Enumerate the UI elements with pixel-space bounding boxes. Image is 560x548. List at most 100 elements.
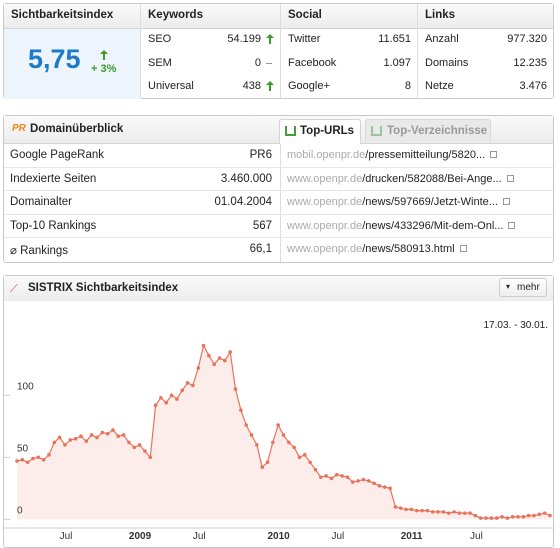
url[interactable]: www.openpr.de/news/597669/Jetzt-Winte... bbox=[287, 196, 510, 208]
row-label: Anzahl bbox=[425, 33, 459, 45]
summary-panel bbox=[3, 3, 554, 99]
point bbox=[89, 433, 94, 437]
point bbox=[223, 358, 227, 363]
button-label[interactable]: mehr bbox=[517, 282, 540, 293]
summary-header bbox=[4, 4, 553, 29]
point bbox=[143, 449, 147, 453]
point bbox=[217, 356, 222, 360]
more-button[interactable]: mehr bbox=[499, 278, 547, 297]
url-path: /news/580913.html bbox=[362, 243, 455, 255]
point bbox=[175, 397, 179, 401]
x-tick-label: Jul bbox=[470, 531, 483, 542]
point bbox=[63, 443, 67, 447]
row-value: 977.320 bbox=[507, 33, 547, 45]
point bbox=[276, 423, 280, 427]
tab[interactable] bbox=[365, 119, 491, 142]
point bbox=[292, 445, 296, 450]
point bbox=[153, 403, 158, 408]
point bbox=[249, 433, 254, 437]
arrow bbox=[100, 50, 108, 60]
point bbox=[484, 516, 488, 520]
point bbox=[393, 505, 398, 509]
url[interactable]: www.openpr.de/drucken/582088/Bei-Ange... bbox=[287, 173, 514, 185]
visibility-cell bbox=[4, 29, 141, 99]
tab-label[interactable]: Top-Verzeichnisse bbox=[387, 125, 488, 137]
point bbox=[57, 435, 62, 440]
point bbox=[516, 515, 520, 519]
arrow-icon bbox=[100, 50, 108, 60]
point bbox=[329, 476, 334, 481]
summary-title: Links bbox=[425, 9, 456, 21]
x-tick-label: Jul bbox=[331, 531, 344, 542]
arrow-icon bbox=[266, 81, 274, 91]
point bbox=[500, 515, 504, 519]
url[interactable]: www.openpr.de/news/433296/Mit-dem-Onl... bbox=[287, 219, 516, 232]
summary-title: Social bbox=[288, 9, 322, 21]
point bbox=[137, 443, 142, 447]
row-value: 3.476 bbox=[519, 80, 547, 92]
visibility-change: + 3% bbox=[91, 63, 117, 75]
point bbox=[127, 440, 131, 445]
row-label: Twitter bbox=[288, 33, 321, 45]
point bbox=[537, 512, 542, 517]
point bbox=[233, 387, 238, 391]
point bbox=[260, 465, 264, 470]
y-tick-label: 50 bbox=[17, 443, 29, 454]
external-link-icon[interactable] bbox=[490, 151, 498, 158]
point bbox=[73, 436, 78, 441]
point bbox=[409, 507, 414, 512]
plot-background bbox=[4, 301, 553, 528]
arrow bbox=[266, 34, 274, 44]
point bbox=[377, 484, 382, 488]
tab-icon bbox=[371, 126, 382, 136]
dash-icon bbox=[266, 62, 272, 64]
point bbox=[84, 439, 89, 443]
point bbox=[201, 343, 206, 348]
point bbox=[313, 467, 318, 472]
url[interactable]: www.openpr.de/news/580913.html bbox=[287, 243, 467, 255]
point bbox=[420, 508, 424, 513]
row-label: Top-10 Rankings bbox=[10, 219, 97, 232]
url-path: /drucken/582088/Bei-Ange... bbox=[362, 172, 502, 185]
external-link-icon[interactable] bbox=[459, 245, 467, 252]
tab[interactable] bbox=[279, 119, 361, 144]
tab-label[interactable]: Top-URLs bbox=[300, 125, 355, 137]
external-link-icon[interactable] bbox=[502, 198, 510, 205]
point bbox=[95, 435, 99, 440]
col-divider bbox=[280, 4, 281, 98]
pr-icon: PR bbox=[12, 123, 26, 134]
url-path: /news/433296/Mit-dem-Onl... bbox=[362, 219, 504, 232]
point bbox=[105, 431, 110, 436]
point bbox=[41, 457, 46, 462]
point bbox=[36, 455, 41, 460]
point bbox=[68, 438, 73, 442]
point bbox=[468, 511, 472, 515]
url[interactable]: mobil.openpr.de/pressemitteilung/5820... bbox=[287, 149, 498, 161]
point bbox=[398, 506, 403, 510]
point bbox=[111, 428, 115, 432]
row-value: 01.04.2004 bbox=[214, 196, 272, 208]
point bbox=[265, 460, 270, 465]
point bbox=[191, 383, 195, 388]
summary-title: Keywords bbox=[148, 9, 203, 21]
row-label: Google PageRank bbox=[10, 149, 104, 161]
external-link-icon[interactable] bbox=[506, 174, 514, 182]
row-label: Netze bbox=[425, 80, 454, 92]
row-value: 1.097 bbox=[383, 56, 411, 69]
external-link-icon[interactable] bbox=[508, 221, 516, 229]
point bbox=[207, 353, 211, 358]
point bbox=[462, 511, 467, 515]
point bbox=[159, 395, 163, 400]
row-label: Universal bbox=[148, 80, 194, 92]
url-host: www.openpr.de bbox=[287, 196, 363, 208]
url-host: www.openpr.de bbox=[287, 243, 363, 255]
chart-icon: ⟋ bbox=[10, 283, 18, 295]
row-value: PR6 bbox=[249, 149, 272, 161]
point bbox=[148, 455, 153, 460]
point bbox=[164, 400, 169, 405]
point bbox=[388, 486, 392, 491]
point bbox=[494, 516, 499, 520]
url-path: /news/597669/Jetzt-Winte... bbox=[362, 196, 498, 208]
row-divider bbox=[4, 237, 553, 238]
